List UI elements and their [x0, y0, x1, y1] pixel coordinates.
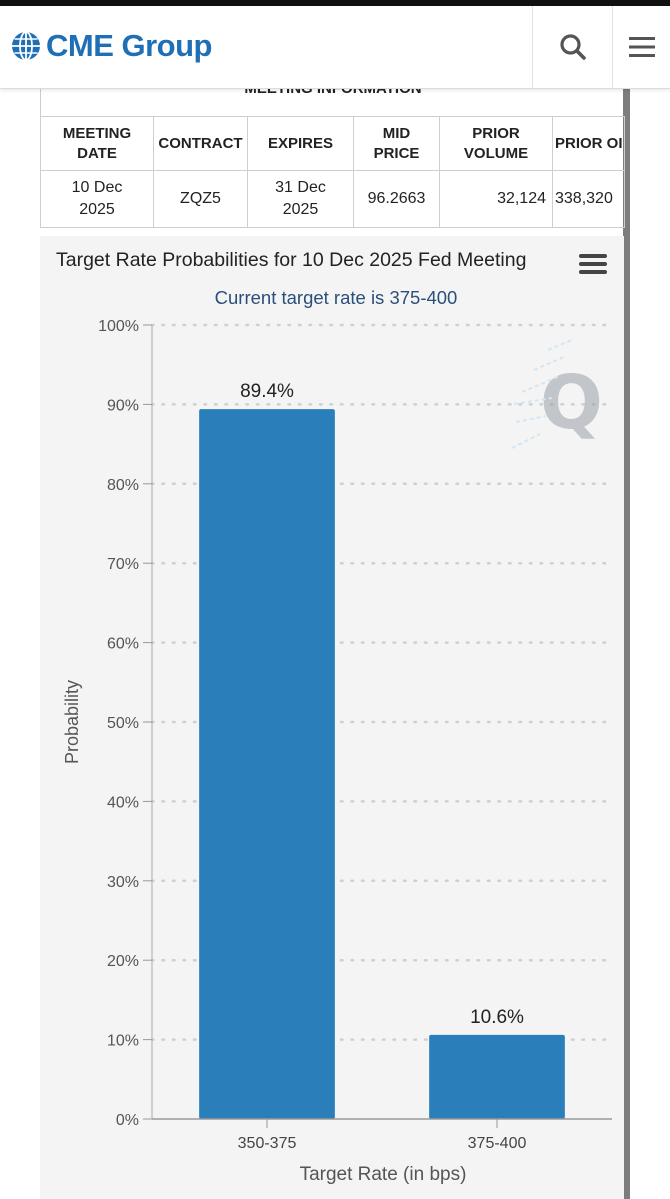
col-prior-oi: PRIOR OI: [552, 116, 625, 171]
data-label: 89.4%: [240, 381, 294, 402]
page-gutter: [630, 88, 670, 1199]
table-row: 10 Dec 2025 ZQZ5 31 Dec 2025 96.2663 32,12…: [40, 170, 625, 228]
top-status-strip: [0, 0, 670, 6]
x-tick-label: 350-375: [238, 1135, 297, 1152]
cell-contract: ZQZ5: [153, 170, 248, 228]
hamburger-menu-icon: [579, 254, 607, 274]
y-tick-label: 100%: [98, 318, 139, 335]
y-tick-label: 90%: [107, 397, 139, 414]
main-menu-button[interactable]: [612, 6, 670, 88]
meeting-info-heading: MEETING INFORMATION: [40, 88, 625, 116]
cell-expires: 31 Dec 2025: [247, 170, 354, 228]
y-tick-label: 60%: [107, 636, 139, 653]
globe-icon: [12, 31, 40, 61]
cell-mid-price: 96.2663: [353, 170, 440, 228]
y-tick-label: 70%: [107, 556, 139, 573]
hamburger-menu-icon: [629, 37, 655, 57]
bar-375-400[interactable]: [429, 1034, 565, 1119]
cell-meeting-date: 10 Dec 2025: [40, 170, 154, 228]
y-tick-label: 10%: [107, 1033, 139, 1050]
x-axis-title: Target Rate (in bps): [300, 1164, 467, 1185]
y-tick-label: 20%: [107, 953, 139, 970]
x-tick-label: 375-400: [468, 1135, 527, 1152]
y-tick-label: 50%: [107, 715, 139, 732]
col-contract: CONTRACT: [153, 116, 248, 171]
cme-logo[interactable]: CME Group: [10, 26, 213, 66]
y-tick-label: 30%: [107, 874, 139, 891]
search-button[interactable]: [532, 6, 613, 88]
bar-350-375[interactable]: [199, 409, 335, 1119]
y-tick-label: 40%: [107, 794, 139, 811]
brand-name: CME Group: [46, 28, 213, 63]
meeting-info-table: MEETING DATE CONTRACT EXPIRES MID PRICE PR…: [40, 116, 625, 228]
chart-subtitle: Current target rate is 375-400: [214, 287, 458, 308]
chart-menu-button[interactable]: [578, 251, 608, 277]
table-header-row: MEETING DATE CONTRACT EXPIRES MID PRICE PR…: [40, 116, 625, 171]
cell-prior-oi: 338,320: [552, 170, 625, 228]
search-icon: [560, 34, 586, 60]
y-tick-label: 0%: [116, 1112, 139, 1129]
data-label: 10.6%: [470, 1007, 524, 1028]
col-expires: EXPIRES: [247, 116, 354, 171]
site-header: CME Group: [0, 6, 670, 89]
col-mid-price: MID PRICE: [353, 116, 440, 171]
svg-text:Q: Q: [540, 360, 603, 446]
quikstrike-q-icon: Q: [511, 339, 603, 449]
y-tick-label: 80%: [107, 477, 139, 494]
cell-prior-volume: 32,124: [439, 170, 553, 228]
scrollbar[interactable]: [623, 88, 630, 1199]
y-axis-title: Probability: [62, 680, 82, 764]
chart-title: Target Rate Probabilities for 10 Dec 202…: [56, 249, 527, 271]
